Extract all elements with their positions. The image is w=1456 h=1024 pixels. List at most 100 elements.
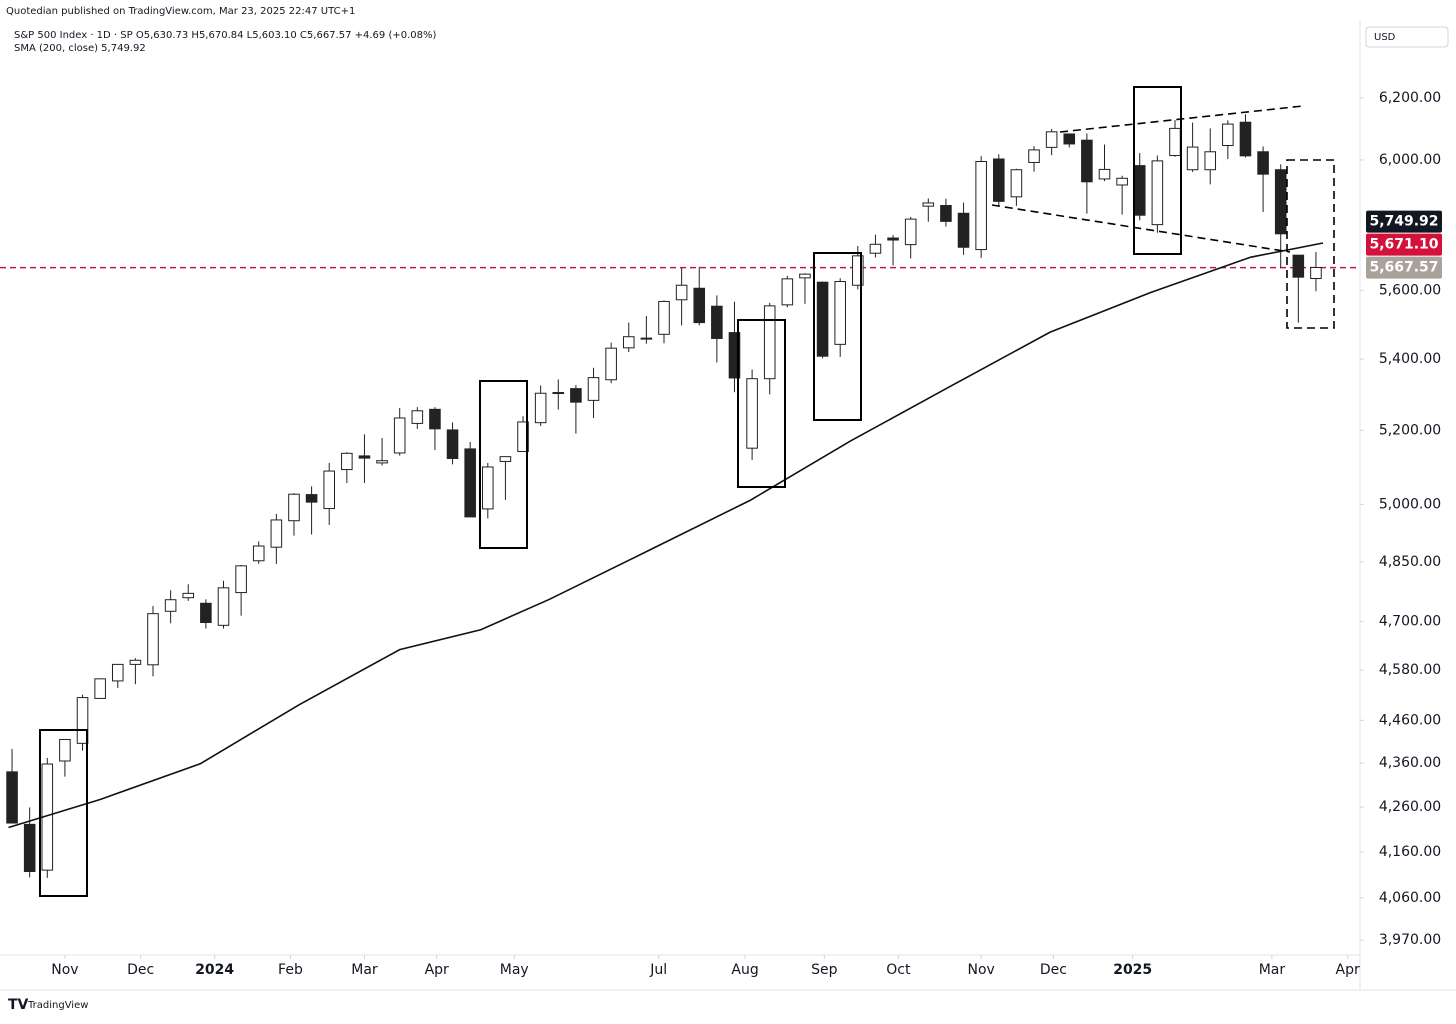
candle-body: [111, 663, 124, 682]
box: [479, 380, 528, 549]
candle-body: [693, 287, 706, 324]
x-tick-label: Aug: [731, 962, 758, 978]
candle-body: [1028, 149, 1040, 163]
candle-body: [852, 255, 864, 286]
candle-body: [358, 455, 371, 459]
candle-body: [1045, 131, 1058, 148]
candle-body: [499, 456, 512, 462]
candle-body: [76, 697, 89, 744]
candle-body: [1222, 123, 1234, 147]
candle-body: [975, 161, 987, 251]
candle-body: [640, 337, 653, 340]
candle-body: [587, 377, 600, 401]
candle-body: [1151, 160, 1164, 226]
y-tick-label: 5,600.00: [1379, 282, 1441, 298]
box: [813, 252, 862, 421]
candle-body: [446, 429, 459, 459]
candle-body: [1010, 169, 1023, 198]
candle-body: [376, 460, 388, 464]
trend-line: [991, 204, 1291, 253]
x-tick-label: Dec: [127, 962, 154, 978]
plot: [0, 114, 1360, 878]
candle-body: [411, 410, 424, 424]
candle-body: [94, 678, 106, 699]
x-tick-label: Apr: [1336, 962, 1360, 978]
candle-body: [129, 659, 142, 665]
candle-body: [605, 347, 617, 381]
candle-body: [1081, 139, 1093, 183]
legend: S&P 500 Index · 1D · SP O5,630.73 H5,670…: [14, 30, 436, 41]
x-tick-label: 2024: [195, 962, 234, 978]
price-label-bg: [1366, 210, 1442, 233]
candle-body: [711, 305, 723, 339]
y-tick-label: 6,200.00: [1379, 90, 1441, 106]
candle-body: [1133, 165, 1146, 216]
dashed-box: [1286, 159, 1335, 329]
candle-body: [217, 587, 230, 626]
candle-body: [658, 300, 670, 335]
candle-body: [182, 592, 195, 599]
candle-body: [200, 602, 212, 623]
candle-body: [393, 417, 406, 454]
y-tick-label: 5,000.00: [1379, 496, 1441, 512]
x-tick-label: Jul: [649, 962, 667, 978]
x-tick-label: Apr: [425, 962, 449, 978]
sma-line: [8, 242, 1324, 829]
price-label: 5,749.92: [1369, 214, 1438, 230]
candle-body: [869, 243, 882, 254]
candle-body: [1063, 133, 1076, 145]
candle-body: [552, 392, 565, 395]
candle-body: [252, 545, 265, 562]
x-tick-label: Mar: [1259, 962, 1286, 978]
x-tick-label: May: [500, 962, 529, 978]
candle-body: [1257, 151, 1269, 175]
x-tick-label: Nov: [51, 962, 78, 978]
price-label-bg: [1366, 233, 1442, 256]
candle-body: [464, 448, 476, 518]
x-tick-label: Mar: [351, 962, 378, 978]
indicator: SMA (200, close) 5,749.92: [14, 43, 146, 54]
logo: TV: [8, 997, 29, 1013]
candle-body: [957, 212, 970, 248]
candle-body: [164, 599, 177, 612]
candle-body: [6, 771, 18, 824]
candle-body: [23, 823, 36, 872]
annotations: [39, 86, 1335, 897]
x-tick-label: 2025: [1113, 962, 1152, 978]
x-tick-label: Sep: [811, 962, 838, 978]
candle-body: [235, 565, 247, 594]
candle-body: [887, 237, 899, 241]
candle-body: [992, 158, 1005, 202]
candle-body: [1169, 127, 1181, 157]
candle-body: [270, 519, 283, 548]
x-tick-label: Oct: [886, 962, 911, 978]
y-tick-label: 5,400.00: [1379, 351, 1441, 367]
candle-body: [922, 202, 935, 207]
candle-body: [1098, 168, 1111, 180]
y-tick-label: 4,260.00: [1379, 799, 1441, 815]
price-label: 5,671.10: [1369, 237, 1438, 253]
box: [39, 729, 88, 897]
currency-button[interactable]: [1365, 26, 1449, 48]
x-tick-label: Nov: [967, 962, 994, 978]
candle-body: [1310, 266, 1322, 280]
candle-body: [1204, 151, 1217, 171]
candle-body: [534, 392, 547, 424]
currency[interactable]: USD: [1374, 32, 1396, 43]
candle-body: [323, 470, 335, 510]
x-tick-label: Dec: [1040, 962, 1067, 978]
trend-line: [1059, 105, 1304, 133]
candle-body: [517, 421, 529, 452]
candle-body: [728, 332, 741, 379]
y-tick-label: 6,000.00: [1379, 152, 1441, 168]
y-tick-label: 4,460.00: [1379, 712, 1441, 728]
y-tick-label: 4,160.00: [1379, 844, 1441, 860]
candle-body: [1239, 121, 1252, 157]
price-label: 5,667.57: [1369, 260, 1438, 276]
brand: TradingView: [27, 1000, 88, 1011]
candle-body: [904, 218, 917, 246]
y-tick-label: 5,200.00: [1379, 422, 1441, 438]
y-tick-label: 4,060.00: [1379, 890, 1441, 906]
candle-body: [763, 305, 776, 380]
